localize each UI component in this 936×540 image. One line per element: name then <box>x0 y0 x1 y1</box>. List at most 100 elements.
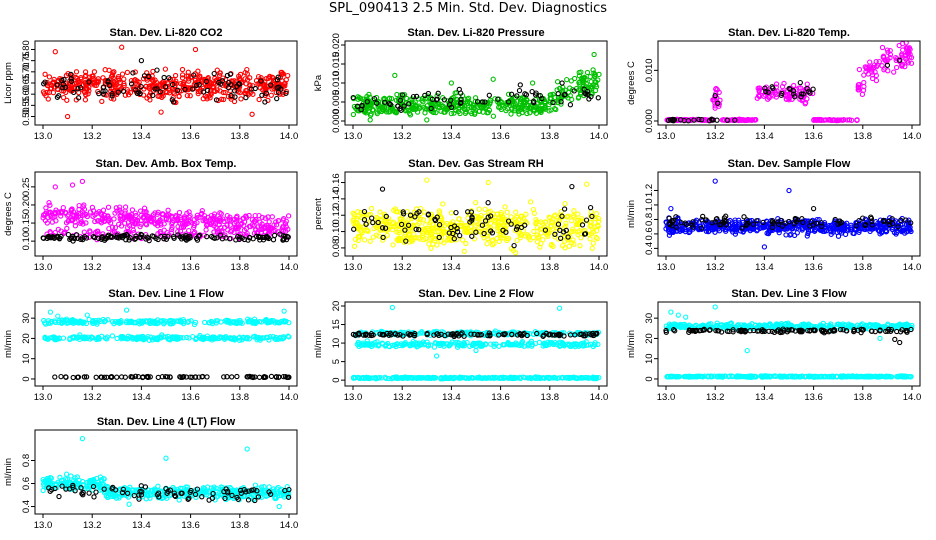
data-point <box>523 211 529 217</box>
data-point <box>146 83 153 89</box>
data-point <box>547 92 553 98</box>
data-point <box>360 96 366 102</box>
data-point <box>366 212 372 218</box>
x-tick-label: 13.0 <box>34 392 53 403</box>
data-point <box>203 78 210 85</box>
data-point <box>369 341 375 347</box>
data-point <box>51 235 57 241</box>
data-point <box>266 337 272 343</box>
data-point <box>133 212 139 219</box>
data-point <box>65 70 71 77</box>
data-point <box>150 211 157 218</box>
x-tick-label: 13.2 <box>393 131 412 142</box>
data-point <box>120 334 126 340</box>
data-point <box>698 225 705 231</box>
data-point <box>73 212 79 219</box>
data-point <box>193 235 200 242</box>
data-point <box>62 210 69 216</box>
data-point <box>229 374 235 380</box>
x-tick-label: 13.0 <box>344 131 363 142</box>
data-point <box>797 79 803 86</box>
data-point <box>113 234 120 240</box>
data-point <box>64 318 71 324</box>
data-point <box>178 80 184 87</box>
data-point <box>68 78 75 84</box>
data-point <box>95 217 101 224</box>
data-point <box>98 374 105 380</box>
data-point <box>558 208 564 215</box>
data-point <box>756 87 762 93</box>
data-point <box>380 237 386 243</box>
data-point <box>239 235 245 241</box>
data-point <box>87 228 93 234</box>
data-point <box>246 336 252 342</box>
data-point <box>856 229 862 235</box>
data-point <box>514 93 520 99</box>
data-point <box>462 110 469 117</box>
data-point <box>242 76 248 82</box>
data-point <box>181 318 187 325</box>
data-point <box>813 220 820 227</box>
data-point <box>907 51 913 57</box>
data-point <box>394 229 400 235</box>
data-point <box>668 117 674 123</box>
data-point <box>903 217 909 223</box>
data-point <box>665 117 672 124</box>
data-point <box>146 337 152 343</box>
data-point <box>783 93 789 99</box>
data-point <box>50 214 56 221</box>
data-point <box>65 84 71 91</box>
data-point <box>589 91 595 97</box>
data-point <box>41 212 47 218</box>
data-point <box>574 341 580 348</box>
data-point <box>444 220 450 227</box>
data-point <box>267 73 273 80</box>
data-point <box>194 212 201 218</box>
data-point <box>559 80 565 86</box>
data-point <box>530 234 537 241</box>
data-point <box>75 86 81 92</box>
x-tick-label: 13.2 <box>83 131 102 142</box>
data-point <box>515 108 521 115</box>
data-point <box>456 375 462 381</box>
x-tick-label: 13.2 <box>706 131 725 142</box>
data-point <box>475 375 481 381</box>
data-point <box>907 46 913 53</box>
data-point <box>194 215 200 221</box>
data-point <box>214 235 220 241</box>
data-point <box>895 224 901 230</box>
data-point <box>397 97 404 103</box>
data-point <box>537 107 543 113</box>
data-point <box>897 57 903 63</box>
data-point <box>387 224 393 230</box>
data-point <box>833 117 840 124</box>
data-point <box>197 332 203 339</box>
data-point <box>405 331 411 337</box>
data-point <box>392 72 398 79</box>
data-point <box>862 64 868 70</box>
y-axis-label: ml/min <box>626 200 637 228</box>
data-point <box>700 213 706 220</box>
data-point <box>799 225 805 232</box>
data-point <box>478 216 485 222</box>
data-point <box>434 221 440 227</box>
data-point <box>573 375 579 381</box>
data-point <box>504 209 510 215</box>
data-point <box>503 227 509 233</box>
data-point <box>683 221 690 228</box>
data-point <box>468 331 474 337</box>
data-point <box>241 227 248 234</box>
data-point <box>485 109 491 116</box>
data-point <box>569 183 575 190</box>
data-point <box>890 221 896 227</box>
data-point <box>203 227 209 233</box>
data-point <box>885 68 891 74</box>
data-point <box>773 94 780 100</box>
data-point <box>712 178 718 184</box>
data-point <box>423 222 429 228</box>
data-point <box>406 110 413 117</box>
data-point <box>128 81 135 87</box>
data-point <box>45 96 51 102</box>
data-point <box>252 212 258 219</box>
data-point <box>64 225 70 232</box>
